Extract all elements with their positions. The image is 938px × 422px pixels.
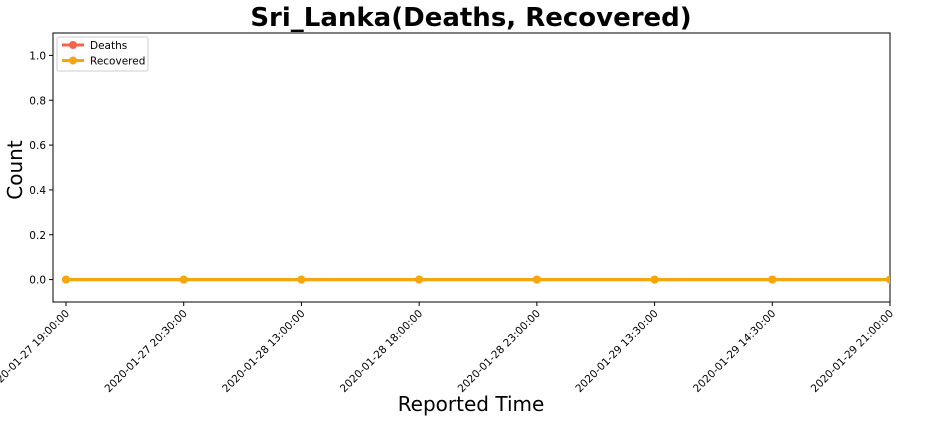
x-tick-label: 2020-01-27 20:30:00 xyxy=(102,308,189,395)
data-point xyxy=(650,275,659,284)
x-axis: 2020-01-27 19:00:00 2020-01-27 20:30:00 20… xyxy=(0,302,896,395)
series-layer xyxy=(62,275,890,284)
y-tick-label: 0.6 xyxy=(29,140,46,152)
legend-marker xyxy=(69,56,77,65)
x-tick-label: 2020-01-28 18:00:00 xyxy=(338,308,425,395)
x-tick-label: 2020-01-29 14:30:00 xyxy=(691,308,778,395)
x-tick-label: 2020-01-27 19:00:00 xyxy=(0,308,72,395)
data-point xyxy=(768,275,777,284)
x-tick-label: 2020-01-28 23:00:00 xyxy=(456,308,543,395)
data-point xyxy=(62,275,70,284)
data-point xyxy=(297,275,306,284)
data-point xyxy=(532,275,541,284)
x-tick-label: 2020-01-28 13:00:00 xyxy=(220,308,307,395)
data-point xyxy=(179,275,188,284)
legend: Deaths Recovered xyxy=(56,36,149,72)
y-tick-label: 1.0 xyxy=(29,50,46,62)
data-point xyxy=(886,275,890,284)
chart-title: Sri_Lanka(Deaths, Recovered) xyxy=(250,3,691,33)
legend-marker xyxy=(69,41,77,49)
y-tick-label: 0.4 xyxy=(29,185,46,197)
x-axis-label: Reported Time xyxy=(398,392,545,416)
x-tick-label: 2020-01-29 21:00:00 xyxy=(809,308,896,395)
y-axis: 0.0 0.2 0.4 0.6 0.8 1.0 xyxy=(29,50,53,287)
plot-area xyxy=(52,32,891,303)
y-tick-label: 0.0 xyxy=(29,275,46,287)
legend-label: Deaths xyxy=(90,40,127,52)
legend-label: Recovered xyxy=(90,56,145,68)
y-tick-label: 0.8 xyxy=(29,95,46,107)
x-tick-label: 2020-01-29 13:30:00 xyxy=(573,308,660,395)
data-point xyxy=(415,275,424,284)
y-tick-label: 0.2 xyxy=(29,230,46,242)
y-axis-label: Count xyxy=(3,140,27,200)
